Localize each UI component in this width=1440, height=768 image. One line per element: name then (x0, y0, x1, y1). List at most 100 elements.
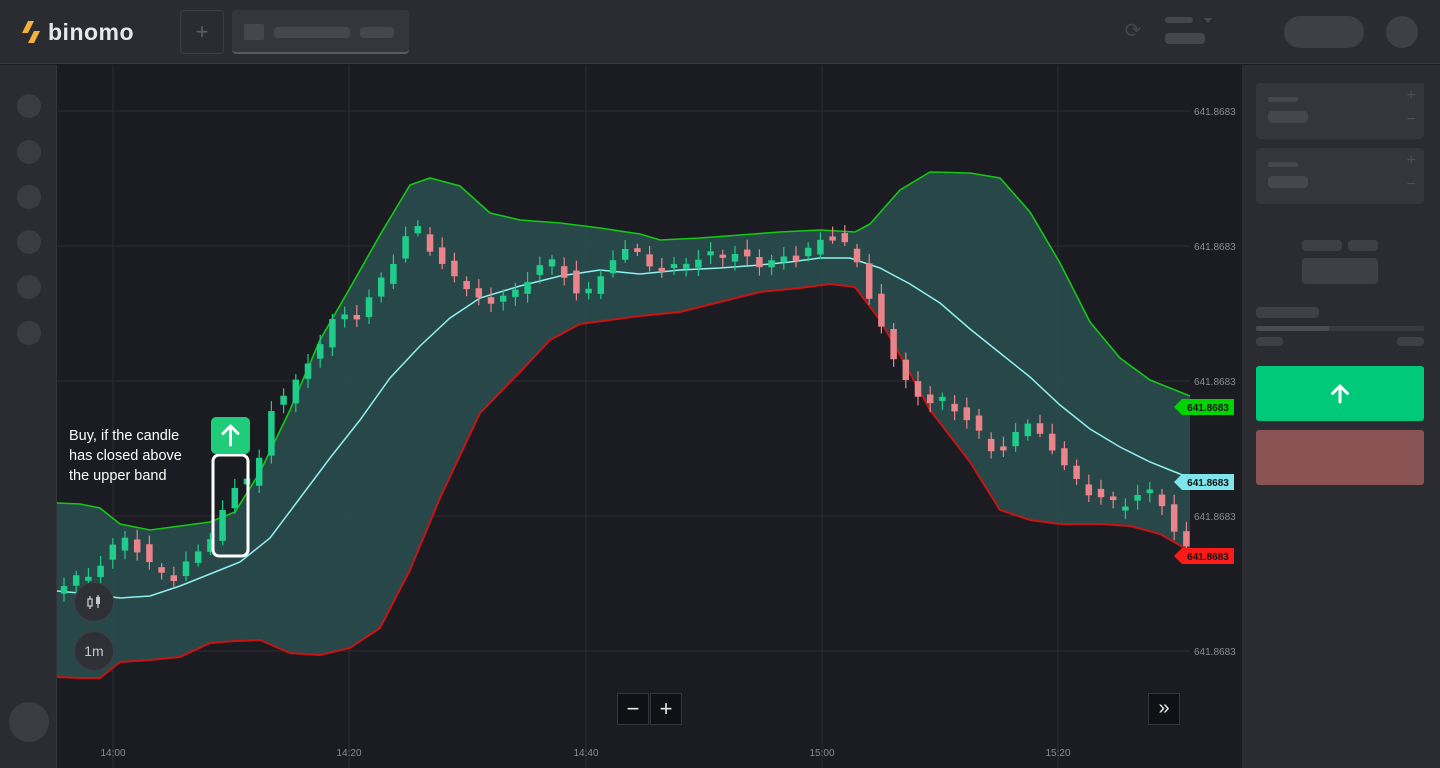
candle-body (414, 226, 422, 234)
upper-band-line (57, 171, 1191, 531)
candle-body (1024, 423, 1032, 437)
candle-body (194, 551, 202, 563)
annotation-line: the upper band (69, 468, 167, 484)
candle-body (1183, 531, 1190, 547)
sidebar-item-tournaments[interactable] (17, 185, 41, 209)
timer-input[interactable]: + − (1256, 83, 1424, 139)
binomo-logo[interactable]: binomo (22, 18, 134, 46)
scroll-to-latest-button[interactable]: » (1148, 693, 1180, 725)
candle-body (475, 288, 483, 298)
sidebar-item-history[interactable] (17, 140, 41, 164)
candle-body (341, 314, 348, 320)
lower-band-tag-bg (1174, 548, 1234, 564)
candle-body (72, 575, 80, 586)
candle-body (902, 359, 910, 381)
y-axis-tick-label: 641.8683 (1194, 107, 1236, 118)
amount-plus-button[interactable]: + (1406, 152, 1416, 169)
candle-body (536, 265, 544, 275)
bollinger-chart[interactable]: 641.8683 641.8683 641.8683 641.8683 641.8683… (57, 65, 1242, 768)
chart-area[interactable]: 641.8683 641.8683 641.8683 641.8683 641.8683… (57, 65, 1242, 768)
zoom-out-button[interactable]: − (617, 693, 649, 725)
y-axis-tick-label: 641.8683 (1194, 512, 1236, 523)
timer-plus-button[interactable]: + (1406, 87, 1416, 104)
amount-input[interactable]: + − (1256, 148, 1424, 204)
timer-value-placeholder (1268, 111, 1308, 123)
candle-body (743, 249, 751, 257)
candle-body (682, 263, 690, 269)
candle-body (548, 259, 556, 267)
candle-body (926, 394, 934, 404)
lower-band-tag: 641.8683 (1174, 548, 1234, 564)
timer-label-placeholder (1268, 97, 1298, 102)
candle-body (463, 280, 470, 290)
arrow-up-icon (221, 424, 240, 447)
buy-up-button[interactable] (1256, 366, 1424, 421)
y-axis-tick-label: 641.8683 (1194, 242, 1236, 253)
candle-body (1109, 496, 1117, 501)
buy-signal-badge (211, 417, 250, 454)
y-axis-tick-label: 641.8683 (1194, 377, 1236, 388)
candlestick-icon (87, 595, 100, 609)
x-axis-tick-label: 14:20 (336, 748, 361, 759)
candle-body (170, 575, 178, 582)
candle-body (890, 328, 897, 360)
avatar[interactable] (1386, 16, 1418, 48)
arrow-up-icon (1331, 384, 1349, 403)
refresh-icon[interactable]: ⟳ (1124, 20, 1142, 42)
candle-body (817, 239, 824, 255)
candle-body (975, 415, 983, 431)
chart-type-button[interactable] (74, 582, 114, 622)
zoom-in-button[interactable]: + (650, 693, 682, 725)
candle-body (1122, 506, 1129, 511)
candle-body (621, 248, 629, 260)
x-axis-tick-label: 14:40 (573, 748, 598, 759)
amount-minus-button[interactable]: − (1406, 176, 1416, 193)
asset-flag-icon (244, 24, 264, 40)
sidebar-item-trade[interactable] (17, 94, 41, 118)
add-asset-tab-button[interactable]: + (180, 10, 224, 54)
top-bar: binomo + ⟳ (0, 0, 1440, 64)
candle-body (268, 411, 275, 456)
timeframe-button[interactable]: 1m (74, 631, 114, 671)
candle-body (963, 407, 971, 421)
candle-body (792, 255, 800, 261)
y-axis-tick-label: 641.8683 (1194, 647, 1236, 658)
candle-body (1134, 494, 1141, 501)
sidebar-item-more[interactable] (17, 321, 41, 345)
candle-body (158, 567, 165, 573)
deposit-button[interactable] (1284, 16, 1364, 48)
candle-body (109, 544, 117, 560)
candle-body (255, 457, 263, 486)
candle-body (780, 256, 788, 263)
chevron-down-icon[interactable] (1204, 18, 1212, 23)
x-axis-tick-label: 15:20 (1045, 748, 1070, 759)
candle-body (1097, 488, 1105, 498)
middle-band-tag-label: 641.8683 (1187, 478, 1229, 489)
sidebar-chat-button[interactable] (9, 702, 49, 742)
breakout-highlight-box (211, 453, 250, 558)
trade-panel: + − + − (1242, 65, 1440, 768)
account-type-placeholder[interactable] (1165, 17, 1193, 23)
candle-body (133, 539, 141, 553)
sidebar-item-cashback[interactable] (17, 230, 41, 254)
candle-body (560, 266, 568, 278)
candle-body (1061, 448, 1068, 466)
candle-body (585, 288, 592, 294)
candle-body (1170, 504, 1178, 532)
candle-body (146, 544, 153, 563)
sell-down-button[interactable] (1256, 430, 1424, 485)
candle-body (219, 509, 226, 541)
middle-band-line (57, 257, 1191, 599)
annotation-text: Buy, if the candle has closed above the … (69, 426, 219, 486)
candle-body (60, 586, 68, 594)
timer-minus-button[interactable]: − (1406, 111, 1416, 128)
candle-body (914, 381, 922, 397)
sidebar-item-help[interactable] (17, 275, 41, 299)
asset-tab[interactable] (232, 10, 409, 54)
candle-body (573, 270, 580, 294)
binomo-logo-icon (22, 21, 40, 43)
candle-body (1158, 494, 1166, 507)
candle-body (670, 264, 678, 269)
x-axis-tick-label: 15:00 (809, 748, 834, 759)
profit-value-placeholder (1302, 258, 1378, 284)
